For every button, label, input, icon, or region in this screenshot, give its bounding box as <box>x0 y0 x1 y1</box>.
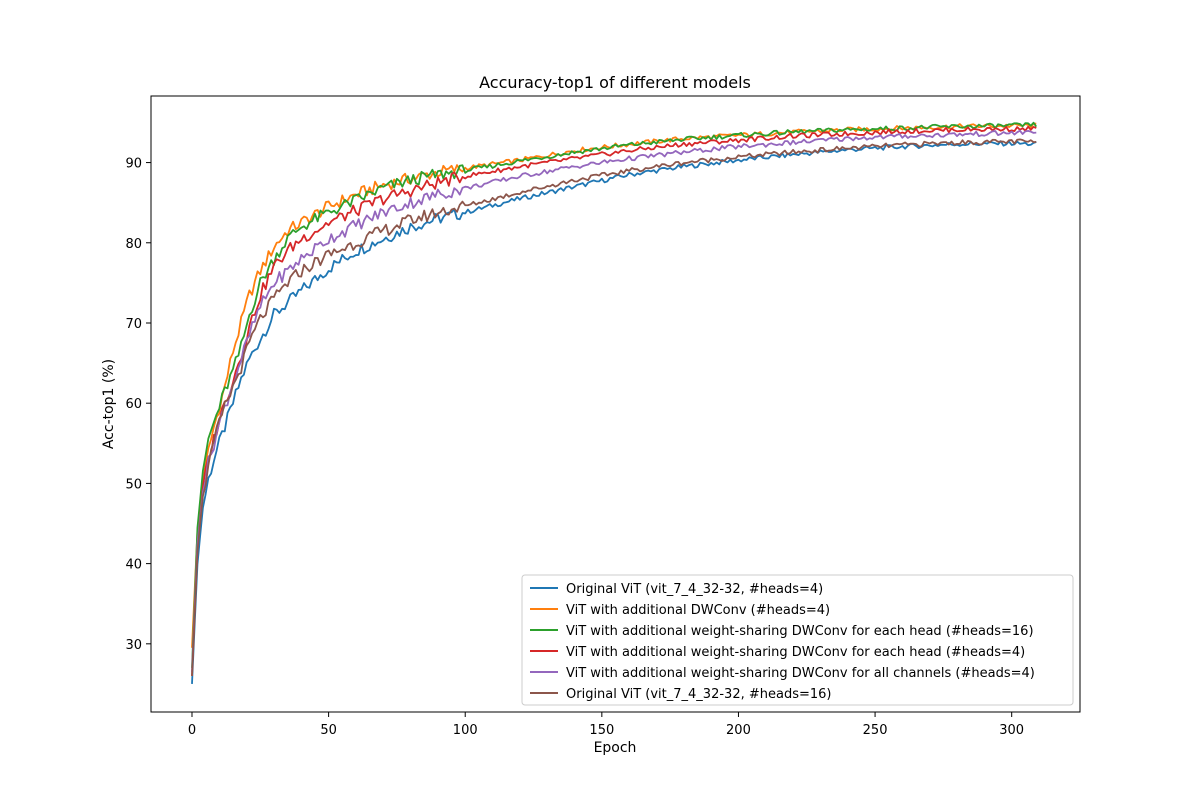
series-line-1 <box>191 140 1037 684</box>
x-tick-label: 200 <box>726 723 751 738</box>
y-tick-label: 40 <box>125 558 142 573</box>
x-axis: 0 50 100 150 200 250 300 <box>188 712 1024 738</box>
x-tick-label: 100 <box>453 723 478 738</box>
x-tick-label: 150 <box>589 723 614 738</box>
y-tick-label: 30 <box>125 638 142 653</box>
y-tick-label: 50 <box>125 477 142 492</box>
series-line-4 <box>191 125 1037 676</box>
series-line-5 <box>191 129 1037 672</box>
x-tick-label: 50 <box>320 723 337 738</box>
x-axis-title: Epoch <box>594 740 637 756</box>
plot-frame <box>150 95 1081 713</box>
y-tick-label: 80 <box>125 237 142 252</box>
y-tick-label: 90 <box>125 157 142 172</box>
y-axis-title: Acc-top1 (%) <box>101 359 117 449</box>
x-tick-label: 250 <box>863 723 888 738</box>
x-tick-label: 0 <box>188 723 196 738</box>
legend-label-5: ViT with additional weight-sharing DWCon… <box>566 666 1035 681</box>
x-tick-label: 300 <box>999 723 1024 738</box>
series-line-6 <box>191 138 1037 676</box>
chart-title: Accuracy-top1 of different models <box>479 73 751 92</box>
y-tick-label: 70 <box>125 317 142 332</box>
y-tick-label: 60 <box>125 397 142 412</box>
legend-label-4: ViT with additional weight-sharing DWCon… <box>566 645 1025 660</box>
legend-label-1: Original ViT (vit_7_4_32-32, #heads=4) <box>566 582 823 597</box>
legend-label-6: Original ViT (vit_7_4_32-32, #heads=16) <box>566 687 831 702</box>
series-lines <box>191 121 1038 684</box>
legend-label-3: ViT with additional weight-sharing DWCon… <box>566 624 1034 639</box>
legend-box <box>521 574 1074 706</box>
legend-label-2: ViT with additional DWConv (#heads=4) <box>566 603 830 618</box>
y-axis: 30 40 50 60 70 80 90 <box>125 157 151 653</box>
legend: Original ViT (vit_7_4_32-32, #heads=4) Vi… <box>521 574 1074 706</box>
